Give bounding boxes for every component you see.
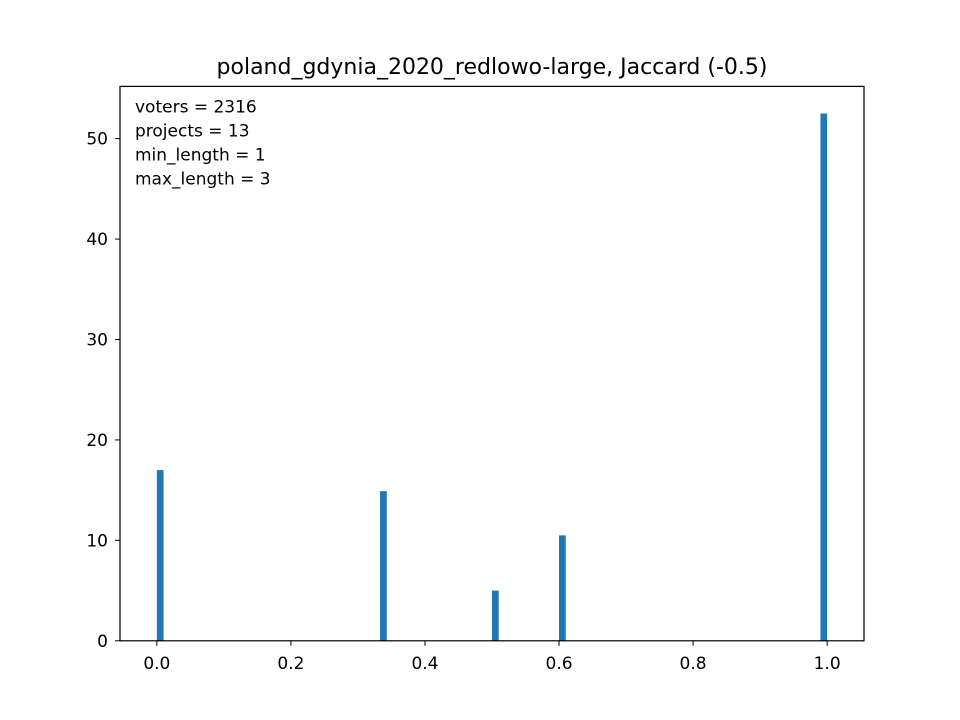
y-axis-ticks: 0 10 20 30 40 50 — [86, 130, 120, 652]
bars-group — [156, 113, 828, 641]
plot-frame — [119, 85, 865, 642]
bar-1 — [380, 491, 387, 641]
chart-title: poland_gdynia_2020_redlowo-large, Jaccar… — [217, 55, 768, 80]
y-tick-label: 40 — [86, 230, 108, 250]
bar-4 — [820, 113, 828, 641]
y-tick-label: 30 — [86, 330, 108, 350]
x-tick-label: 0.0 — [143, 654, 170, 674]
y-tick-label: 10 — [86, 531, 108, 551]
x-tick-label: 1.0 — [814, 654, 841, 674]
stats-annotation-line: max_length = 3 — [135, 169, 271, 189]
x-tick-label: 0.8 — [680, 654, 707, 674]
x-axis-ticks: 0.0 0.2 0.4 0.6 0.8 1.0 — [143, 640, 841, 674]
bar-3 — [559, 535, 566, 641]
y-tick-label: 50 — [86, 130, 108, 150]
y-tick-label: 0 — [97, 632, 108, 652]
stats-annotation-line: voters = 2316 — [135, 97, 257, 117]
bar-2 — [492, 590, 499, 641]
bar-0 — [156, 470, 164, 641]
stats-annotation: voters = 2316 projects = 13 min_length = 1… — [135, 97, 271, 189]
x-tick-label: 0.6 — [546, 654, 573, 674]
x-tick-label: 0.4 — [411, 654, 438, 674]
stats-annotation-line: projects = 13 — [135, 121, 250, 141]
stats-annotation-line: min_length = 1 — [135, 145, 266, 165]
y-tick-label: 20 — [86, 431, 108, 451]
x-tick-label: 0.2 — [277, 654, 304, 674]
